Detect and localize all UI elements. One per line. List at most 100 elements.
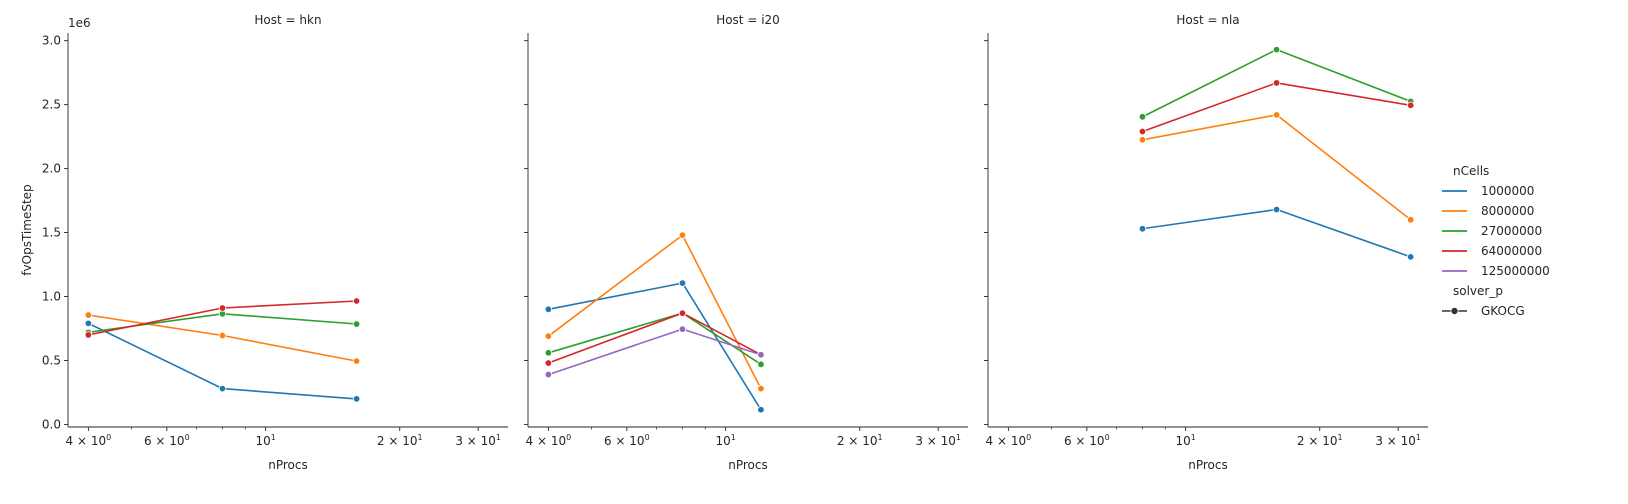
data-point (84, 331, 93, 339)
series-line (1142, 114, 1412, 221)
series-64000000 (84, 297, 361, 339)
data-point (678, 231, 687, 239)
series-line (548, 282, 762, 411)
data-point (1272, 111, 1281, 119)
data-point (352, 320, 361, 328)
x-tick-label: 6 × 100 (604, 433, 650, 448)
series-1000000 (544, 279, 765, 414)
x-tick-label: 101 (255, 433, 275, 448)
series-125000000 (544, 325, 765, 379)
data-point (1406, 101, 1415, 109)
data-point (1406, 216, 1415, 224)
x-tick-label: 2 × 101 (1297, 433, 1343, 448)
legend-entry: 125000000 (1442, 264, 1550, 278)
series-8000000 (544, 231, 765, 393)
data-point (544, 370, 553, 379)
x-tick-label: 6 × 100 (144, 433, 190, 448)
facet-panel-1: Host = hkn 0.0 0.5 1.0 1.5 2.0 2.5 3.0 1e6 fvOpsT… (20, 13, 508, 472)
legend-entry: 8000000 (1442, 204, 1534, 218)
y-tick-label: 2.0 (42, 162, 61, 176)
x-axis-label: nProcs (268, 458, 308, 472)
legend-label: 64000000 (1481, 244, 1542, 258)
x-tick-label: 2 × 101 (377, 433, 423, 448)
series-line (1142, 208, 1411, 258)
data-point (218, 304, 227, 312)
legend-style-marker (1450, 306, 1459, 315)
y-tick-label: 1.5 (42, 226, 61, 240)
x-tick-label: 3 × 101 (1375, 433, 1421, 448)
data-point (678, 279, 687, 287)
data-point (1272, 205, 1281, 214)
y-tick-label: 0.0 (42, 417, 61, 431)
facet-panel-2: Host = i20 4 × 100 6 × 100 101 2 × 101 3 × 10… (524, 13, 968, 472)
legend-label: 125000000 (1481, 264, 1550, 278)
y-axis-label: fvOpsTimeStep (20, 184, 34, 275)
data-point (1138, 136, 1147, 144)
data-point (757, 351, 765, 359)
series-8000000 (84, 311, 361, 365)
legend-entry: 27000000 (1442, 224, 1542, 238)
data-point (218, 384, 227, 393)
legend-style-title: solver_p (1453, 284, 1503, 298)
data-point (1272, 45, 1281, 54)
facet-panel-3: Host = nla 4 × 100 6 × 100 101 2 × 101 3 × 10… (984, 13, 1428, 472)
panels-layer: Host = hkn 0.0 0.5 1.0 1.5 2.0 2.5 3.0 1e6 fvOpsT… (20, 13, 1428, 472)
legend-label: 8000000 (1481, 204, 1534, 218)
panel-title: Host = nla (1176, 13, 1239, 27)
series-line (547, 234, 762, 389)
x-tick-label: 101 (1175, 433, 1195, 448)
y-tick-label: 3.0 (42, 34, 61, 48)
legend-style-entry: GKOCG (1442, 304, 1525, 318)
series-line (1142, 82, 1411, 133)
legend-label: 27000000 (1481, 224, 1542, 238)
x-tick-label: 2 × 101 (837, 433, 883, 448)
data-point (757, 384, 765, 393)
data-point (544, 332, 553, 340)
data-point (757, 360, 765, 369)
legend: nCells 1000000 8000000 27000000 64000000 1250… (1442, 164, 1550, 318)
legend-label: 1000000 (1481, 184, 1534, 198)
legend-title: nCells (1453, 164, 1489, 178)
legend-entry: 1000000 (1442, 184, 1534, 198)
data-point (1406, 253, 1415, 261)
x-tick-label: 3 × 101 (455, 433, 501, 448)
data-point (352, 357, 361, 365)
data-point (544, 305, 553, 314)
y-tick-label: 1.0 (42, 290, 61, 304)
data-point (352, 395, 361, 403)
series-1000000 (1138, 205, 1415, 261)
y-offset-label: 1e6 (68, 16, 91, 30)
data-point (544, 359, 553, 367)
legend-entry: 64000000 (1442, 244, 1542, 258)
data-point (84, 311, 93, 319)
data-point (678, 309, 687, 317)
series-27000000 (1138, 45, 1415, 121)
x-axis-label: nProcs (1188, 458, 1228, 472)
data-point (1272, 79, 1281, 87)
panel-title: Host = i20 (716, 13, 780, 27)
data-point (1138, 225, 1147, 233)
x-tick-label: 4 × 100 (66, 433, 112, 448)
data-point (1138, 113, 1147, 121)
x-tick-label: 4 × 100 (526, 433, 572, 448)
x-tick-label: 6 × 100 (1064, 433, 1110, 448)
x-tick-label: 3 × 101 (915, 433, 961, 448)
data-point (544, 349, 553, 357)
series-1000000 (84, 319, 361, 403)
data-point (1138, 127, 1147, 136)
data-point (84, 319, 93, 328)
x-tick-label: 4 × 100 (986, 433, 1032, 448)
x-tick-label: 101 (715, 433, 735, 448)
data-point (678, 325, 687, 333)
series-8000000 (1138, 111, 1415, 224)
data-point (757, 406, 765, 414)
legend-style-label: GKOCG (1481, 304, 1525, 318)
y-tick-label: 2.5 (42, 98, 61, 112)
series-64000000 (1138, 79, 1415, 136)
panel-title: Host = hkn (254, 13, 321, 27)
x-axis-label: nProcs (728, 458, 768, 472)
data-point (218, 331, 227, 340)
y-tick-label: 0.5 (42, 353, 61, 367)
